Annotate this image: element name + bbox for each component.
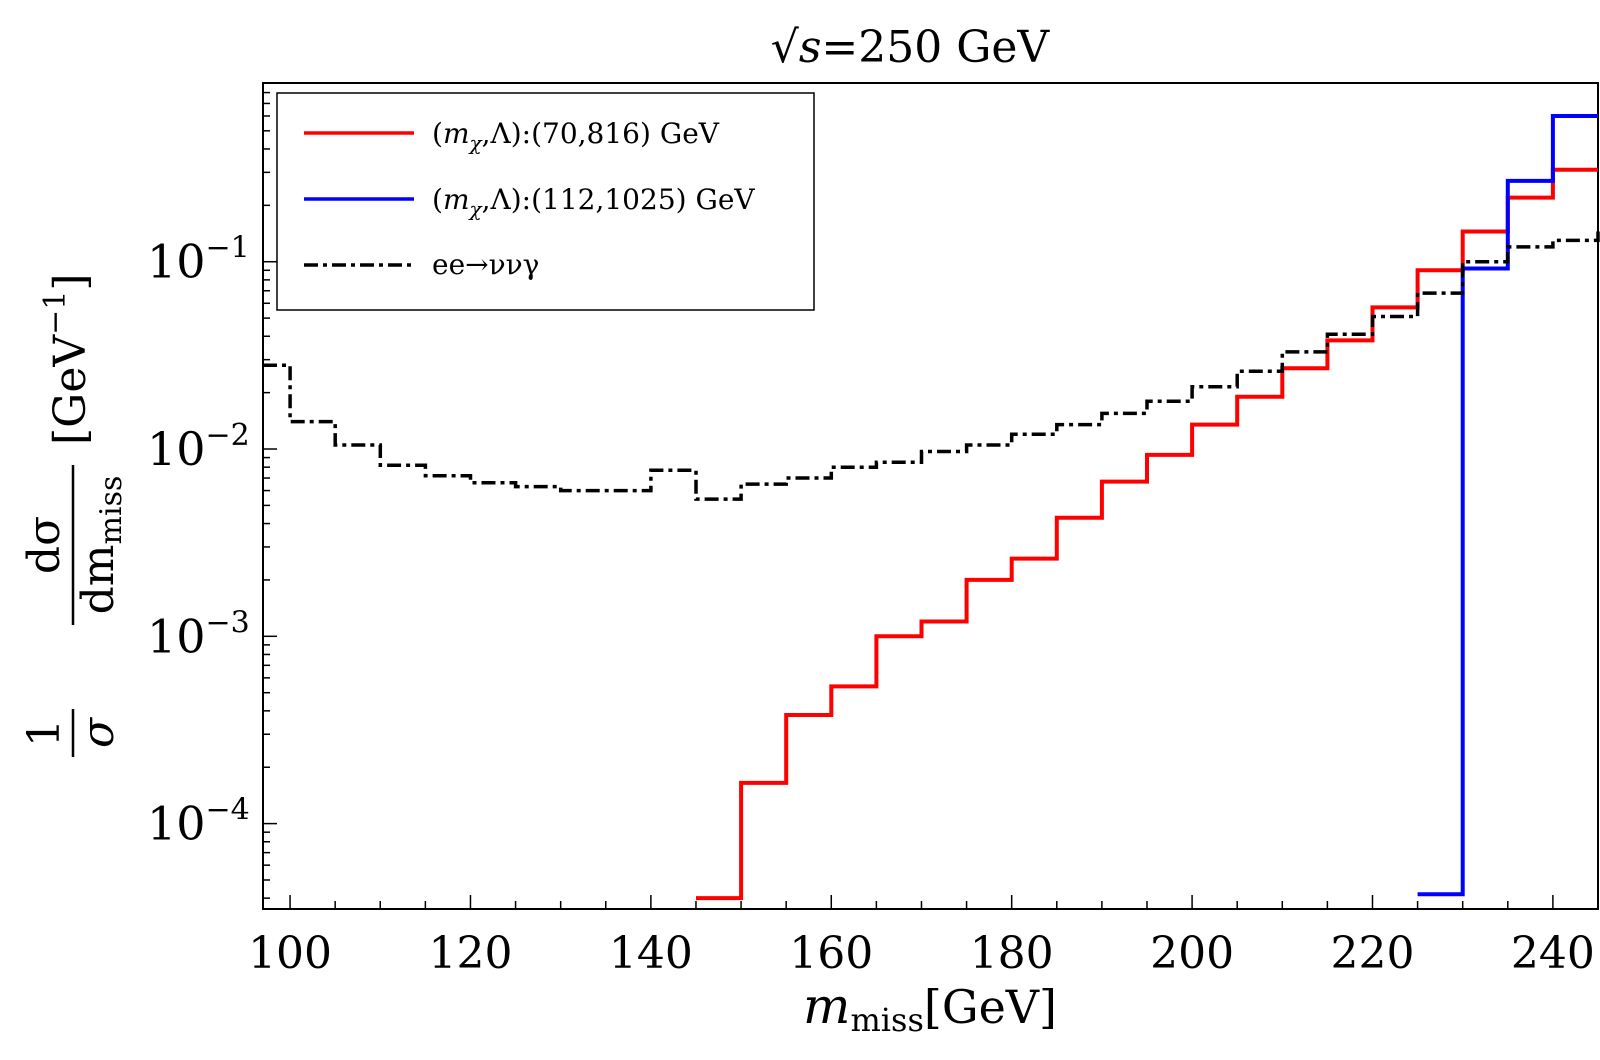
legend-label-series-2: (mχ,Λ):(112,1025) GeV [432, 183, 755, 221]
series-line-2 [1417, 114, 1598, 897]
legend-label-series-1: (mχ,Λ):(70,816) GeV [432, 117, 720, 155]
legend-label-series-3: ee→ννγ [432, 248, 539, 281]
x-tick-label: 200 [1150, 928, 1234, 979]
title-rest: =250 GeV [821, 22, 1050, 73]
axis-ticks [263, 82, 1599, 909]
chart-title: √s=250 GeV [771, 22, 1051, 73]
ylabel-one: 1 [19, 719, 70, 747]
ylabel-unit: [GeV−1] [38, 273, 96, 445]
y-tick-label: 10−1 [147, 231, 250, 289]
x-tick-label: 100 [248, 928, 332, 979]
title-root: √ [771, 22, 800, 73]
xlabel-var: m [803, 977, 850, 1035]
y-axis-label: 1 σ dσ dmmiss [GeV−1] [19, 273, 129, 757]
x-axis-label: mmiss[GeV] [803, 977, 1057, 1039]
y-tick-label: 10−3 [147, 605, 250, 663]
legend-box [276, 92, 815, 311]
ylabel-sigma: σ [73, 716, 124, 748]
x-tick-label: 160 [789, 928, 873, 979]
x-tick-label: 240 [1511, 928, 1595, 979]
xlabel-unit: [GeV] [924, 980, 1057, 1034]
x-tick-label: 120 [428, 928, 512, 979]
series-layer [263, 114, 1600, 901]
x-tick-label: 140 [609, 928, 693, 979]
series-line-1 [696, 167, 1598, 901]
plot-frame [262, 82, 1599, 910]
series-line-3 [263, 231, 1600, 501]
y-tick-labels: 10−4 10−3 10−2 10−1 [147, 231, 250, 851]
xlabel-sub: miss [850, 1001, 923, 1039]
title-var: s [799, 22, 822, 73]
ylabel-unit-exp: −1 [38, 291, 73, 335]
ylabel-unit-open: [GeV [45, 334, 96, 445]
x-tick-labels: 100 120 140 160 180 200 220 240 [248, 928, 1595, 979]
ylabel-dm-text: dm [73, 544, 124, 614]
y-tick-label: 10−2 [147, 418, 250, 476]
legend: (mχ,Λ):(70,816) GeV (mχ,Λ):(112,1025) Ge… [276, 92, 815, 311]
x-tick-label: 220 [1331, 928, 1415, 979]
x-tick-label: 180 [970, 928, 1054, 979]
ylabel-dsigma: dσ [19, 516, 70, 574]
ylabel-dm: dmmiss [73, 476, 129, 615]
ylabel-unit-close: ] [45, 273, 96, 290]
y-tick-label: 10−4 [147, 793, 250, 851]
ylabel-dm-sub: miss [94, 476, 129, 545]
